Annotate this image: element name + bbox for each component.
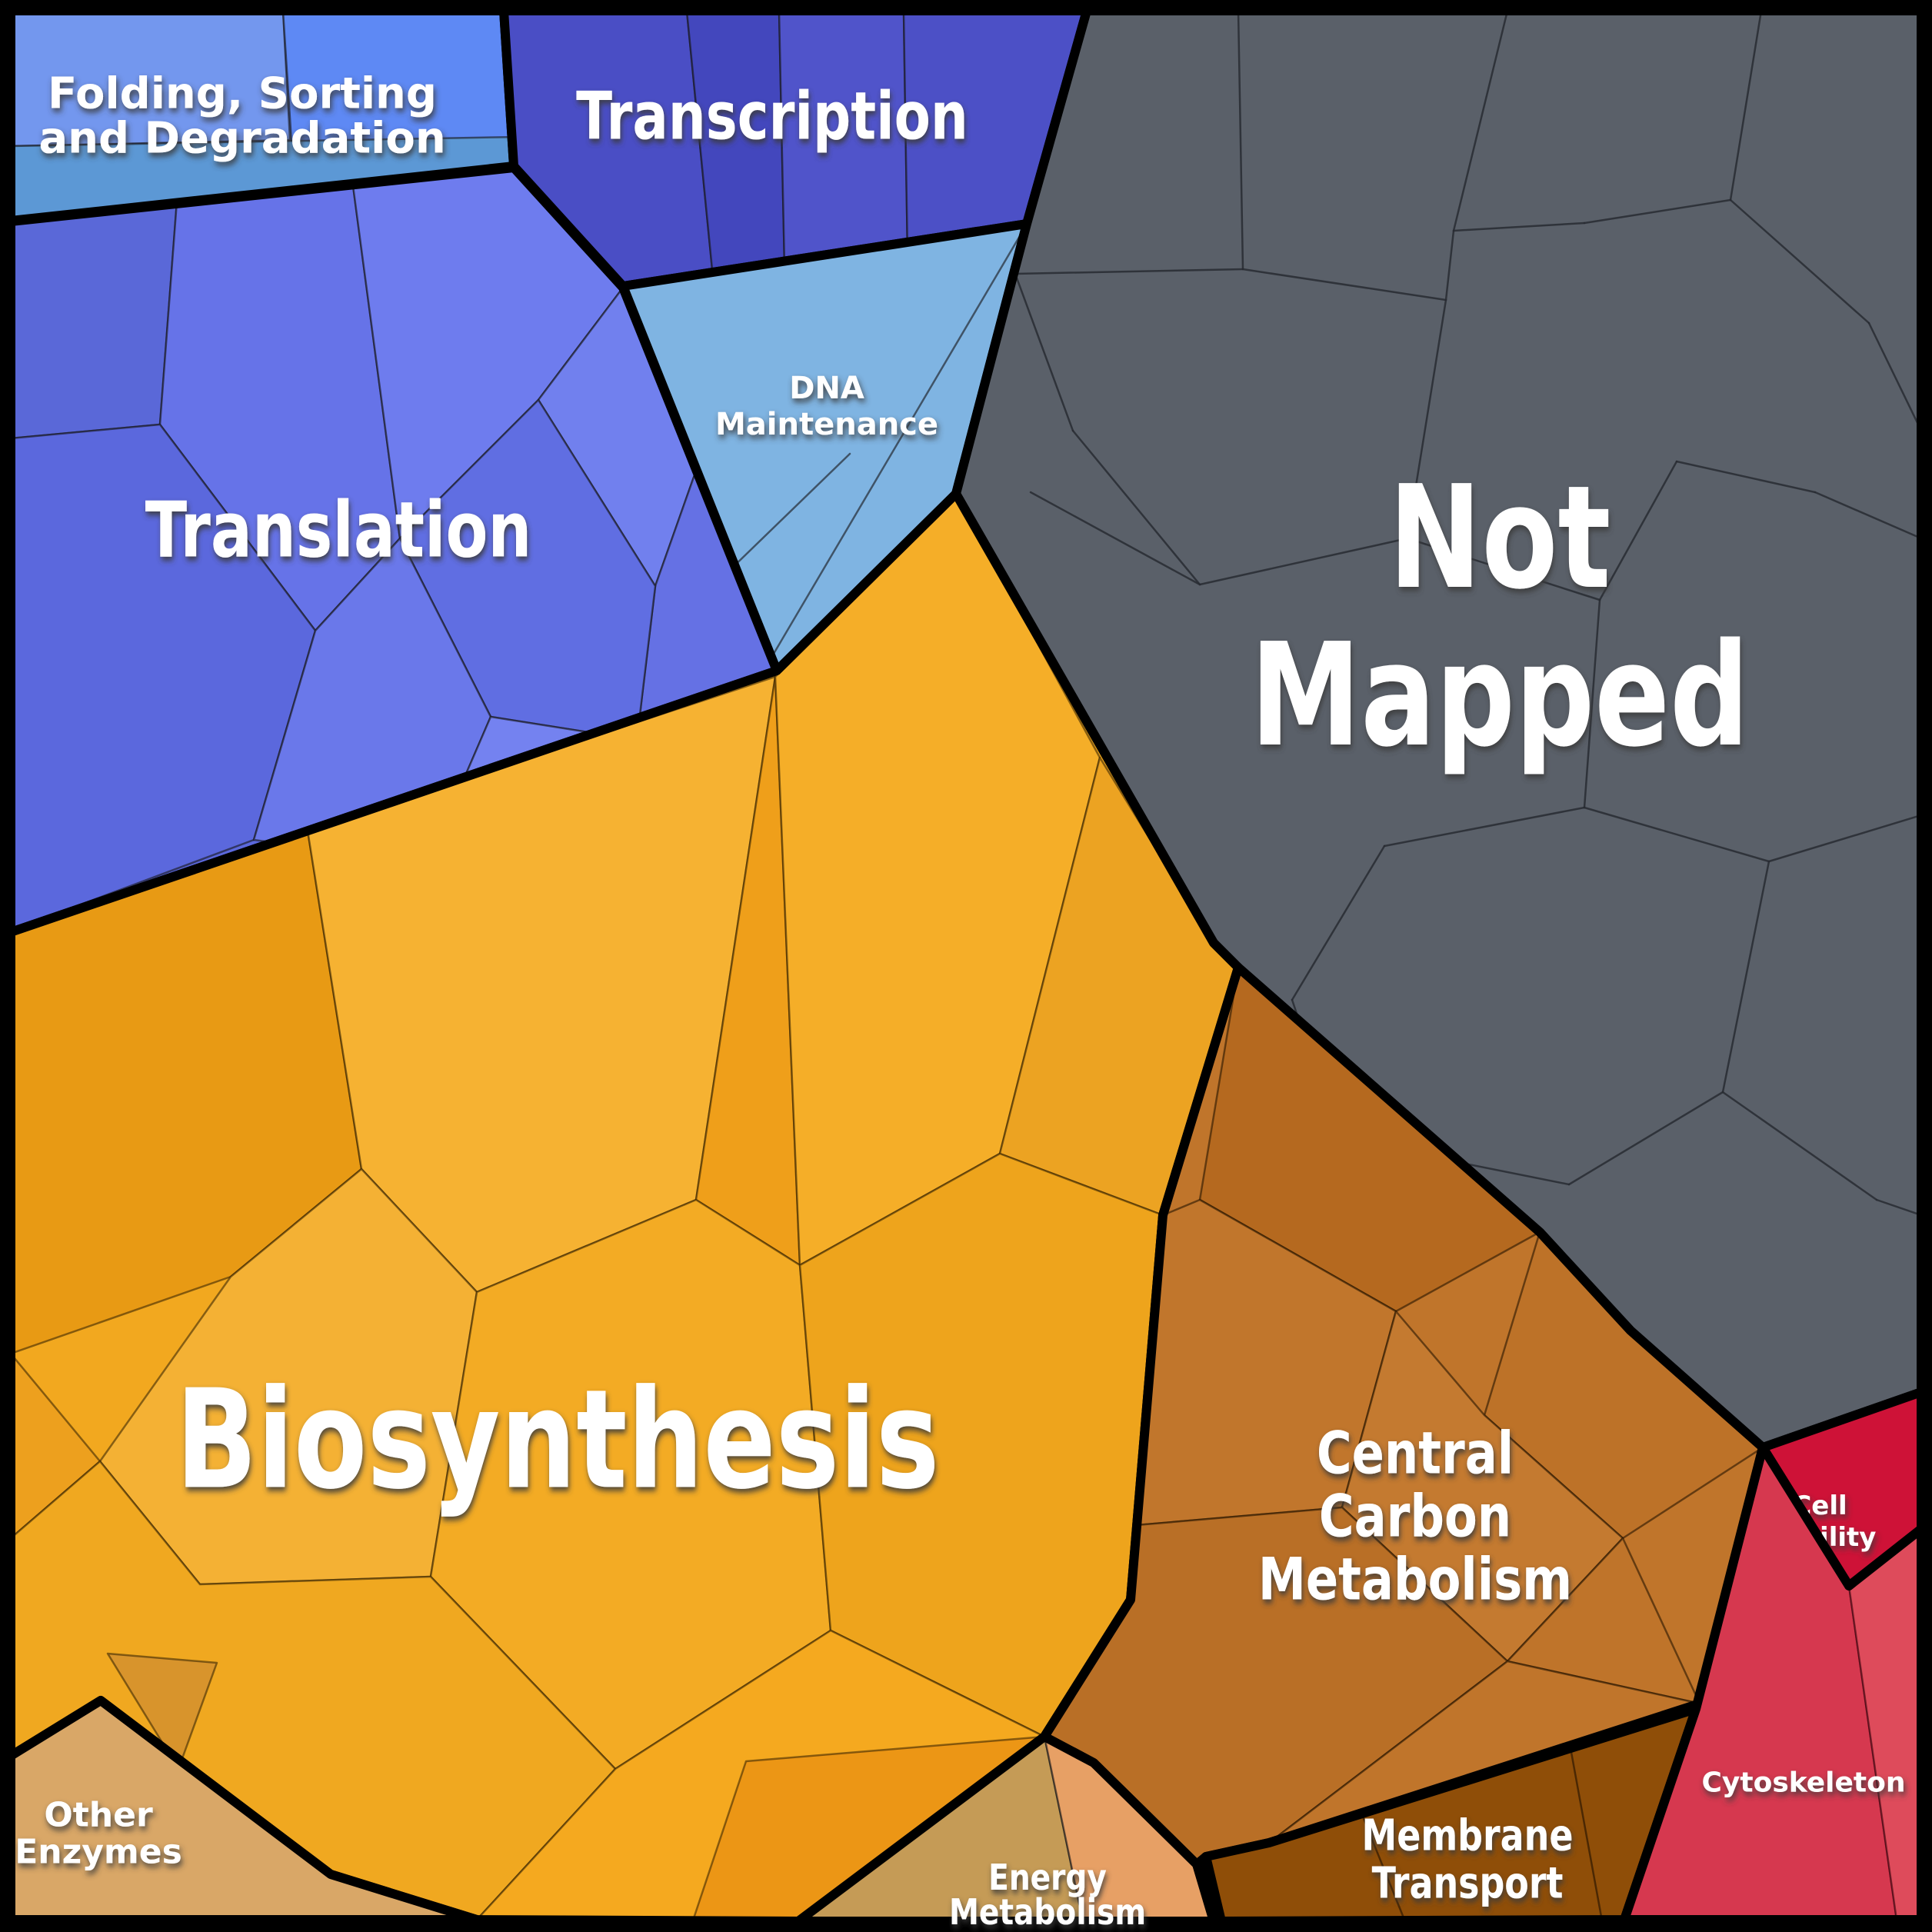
subcell-line-not-mapped-15	[1406, 537, 1601, 601]
subcell-folding-0	[11, 11, 291, 148]
subcell-translation-0	[11, 200, 178, 440]
region-label-folding-line2: and Degradation	[38, 114, 445, 164]
region-label-membrane-transport-line1: Membrane	[1362, 1810, 1574, 1861]
region-label-central-carbon-metabolism-line3: Metabolism	[1258, 1546, 1572, 1614]
subcell-biosynthesis-12	[106, 1652, 218, 1770]
region-outline-other-enzymes	[6, 1696, 481, 1924]
subcell-line-not-mapped-16	[1598, 460, 1678, 601]
subcell-folding-2	[11, 135, 514, 221]
subcell-line-not-mapped-13	[1014, 272, 1074, 432]
region-label-not-mapped-line2: Mapped	[1251, 613, 1750, 778]
subcell-line-membrane-transport-2	[1567, 1738, 1603, 1918]
region-label-not-mapped-line1: Not	[1389, 455, 1611, 621]
region-label-membrane-transport-line2: Transport	[1372, 1858, 1564, 1909]
subcell-line-not-mapped-24	[1721, 860, 1770, 1094]
region-label-transcription: Transcription	[576, 78, 968, 155]
region-outline-cytoskeleton	[1620, 1443, 1926, 1924]
subcell-line-not-mapped-12	[1071, 429, 1201, 586]
region-label-folding-line1: Folding, Sorting	[48, 69, 437, 119]
subcell-line-not-mapped-14	[1029, 491, 1201, 586]
subcell-line-not-mapped-20	[1383, 806, 1586, 848]
region-label-dna-maintenance-line1: DNA	[789, 371, 864, 406]
subcell-line-not-mapped-0	[1237, 11, 1244, 271]
region-biosynthesis[interactable]: Biosynthesis	[6, 489, 1243, 1926]
region-label-energy-metabolism-line2: Metabolism	[949, 1892, 1146, 1932]
subcell-line-not-mapped-25	[1567, 1091, 1724, 1186]
subcell-line-not-mapped-26	[1721, 1091, 1878, 1201]
region-fill-cell-motility	[1763, 1392, 1921, 1586]
subcell-line-not-mapped-22	[1583, 806, 1770, 863]
subcell-line-not-mapped-1	[1014, 268, 1244, 275]
subcell-line-not-mapped-17	[1675, 460, 1817, 494]
region-label-energy-metabolism-line1: Energy	[988, 1857, 1107, 1899]
region-label-central-carbon-metabolism-line1: Central	[1317, 1420, 1514, 1488]
region-label-biosynthesis: Biosynthesis	[176, 1360, 940, 1519]
subcell-line-not-mapped-7	[1452, 222, 1586, 232]
subcell-biosynthesis-11	[691, 1735, 1046, 1921]
subcell-line-dna-maintenance-1	[724, 452, 851, 576]
region-label-cytoskeleton: Cytoskeleton	[1702, 1767, 1906, 1799]
region-cytoskeleton[interactable]: Cytoskeleton	[1620, 1443, 1926, 1924]
region-outline-translation	[6, 163, 781, 937]
subcell-line-not-mapped-3	[1452, 11, 1509, 232]
subcell-line-not-mapped-5	[1729, 11, 1763, 202]
subcell-line-not-mapped-6	[1583, 198, 1732, 225]
subcell-line-membrane-transport-0	[1361, 1815, 1406, 1921]
region-label-central-carbon-metabolism-line2: Carbon	[1319, 1483, 1511, 1551]
subcell-line-dna-maintenance-0	[768, 229, 1024, 663]
region-label-translation: Translation	[145, 486, 532, 575]
subcell-folding-1	[281, 11, 514, 168]
subcell-line-not-mapped-2	[1241, 268, 1447, 301]
subcell-line-not-mapped-8	[1729, 198, 1870, 325]
subcell-line-not-mapped-9	[1867, 321, 1921, 432]
region-fill-dna-maintenance	[623, 224, 1027, 671]
region-outline-energy-metabolism	[794, 1732, 1218, 1926]
subcell-line-not-mapped-23	[1767, 814, 1921, 863]
subcell-line-not-mapped-21	[1291, 844, 1386, 1001]
region-label-other-enzymes-line1: Other	[44, 1796, 153, 1835]
subcell-line-not-mapped-27	[1875, 1198, 1921, 1217]
subcell-line-not-mapped-11	[1198, 537, 1409, 586]
region-fill-not-mapped	[956, 11, 1921, 1447]
subcell-line-not-mapped-10	[1406, 298, 1447, 540]
subcell-line-not-mapped-4	[1444, 229, 1455, 301]
region-translation[interactable]: Translation	[6, 163, 781, 937]
subcell-line-not-mapped-19	[1583, 598, 1601, 809]
region-label-other-enzymes-line2: Enzymes	[15, 1833, 182, 1872]
subcell-line-not-mapped-18	[1814, 491, 1921, 540]
region-label-dna-maintenance-line2: Maintenance	[715, 407, 938, 442]
